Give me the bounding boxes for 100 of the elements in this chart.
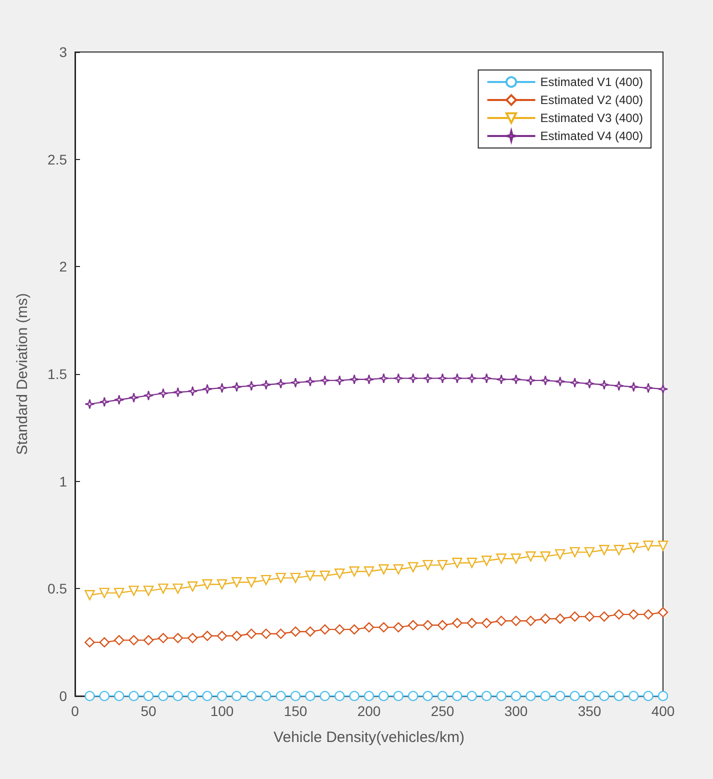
- point: [422, 560, 433, 570]
- point: [216, 630, 228, 641]
- x-tick-label: 0: [71, 703, 80, 719]
- point: [84, 690, 95, 702]
- point: [188, 690, 198, 702]
- point: [510, 374, 522, 384]
- point: [599, 690, 610, 702]
- point: [290, 377, 301, 388]
- point: [452, 373, 462, 384]
- point: [246, 690, 256, 702]
- point: [320, 375, 330, 386]
- point: [114, 690, 124, 702]
- point: [349, 374, 360, 384]
- y-tick-label: 1: [59, 473, 68, 490]
- point: [628, 382, 639, 392]
- point: [305, 690, 316, 702]
- point: [128, 586, 139, 596]
- y-tick-label: 0: [59, 688, 68, 704]
- point: [408, 562, 418, 572]
- point: [555, 614, 566, 624]
- point: [188, 386, 198, 396]
- point: [99, 637, 110, 648]
- point: [290, 690, 301, 702]
- x-tick-label: 250: [430, 703, 454, 719]
- x-tick-label: 100: [210, 703, 234, 719]
- point: [246, 380, 256, 391]
- y-tick-label: 2: [59, 258, 68, 275]
- point: [232, 630, 242, 641]
- point: [202, 384, 212, 394]
- point: [349, 624, 360, 635]
- point: [158, 584, 168, 594]
- point: [408, 690, 418, 702]
- point: [246, 628, 256, 639]
- point: [643, 609, 654, 620]
- point: [614, 380, 624, 391]
- legend-label: Estimated V4 (400): [540, 129, 644, 143]
- point: [128, 392, 139, 403]
- point: [510, 616, 522, 626]
- point: [290, 572, 301, 584]
- point: [526, 375, 536, 386]
- point: [143, 586, 154, 596]
- point: [232, 382, 242, 392]
- point: [364, 622, 374, 632]
- point: [408, 373, 418, 384]
- point: [172, 387, 183, 398]
- x-tick-label: 300: [504, 703, 528, 719]
- point: [290, 626, 301, 637]
- point: [232, 577, 242, 588]
- point: [658, 540, 668, 551]
- point: [84, 590, 95, 600]
- point: [526, 616, 536, 626]
- point: [114, 394, 124, 405]
- point: [143, 690, 154, 702]
- point: [466, 690, 477, 702]
- point: [628, 609, 639, 620]
- point: [114, 635, 124, 646]
- x-axis-title: Vehicle Density(vehicles/km): [274, 729, 464, 746]
- point: [158, 388, 168, 398]
- point: [334, 568, 345, 579]
- point: [482, 556, 492, 566]
- point: [202, 579, 212, 590]
- point: [261, 628, 272, 639]
- point: [276, 378, 286, 389]
- point: [570, 547, 580, 558]
- x-tick-label: 400: [651, 703, 675, 719]
- point: [452, 558, 462, 568]
- point: [628, 690, 639, 702]
- point: [393, 373, 404, 384]
- point: [570, 611, 580, 622]
- point: [658, 690, 668, 702]
- point: [658, 384, 668, 394]
- legend-label: Estimated V2 (400): [540, 93, 644, 107]
- point: [584, 378, 595, 389]
- point: [158, 690, 168, 702]
- point: [570, 690, 580, 702]
- point: [188, 581, 198, 592]
- point: [614, 544, 624, 556]
- point: [496, 616, 506, 626]
- point: [437, 560, 448, 570]
- point: [378, 564, 389, 574]
- point: [188, 632, 198, 644]
- point: [466, 373, 477, 384]
- point: [216, 382, 228, 394]
- point: [305, 626, 316, 637]
- point: [99, 588, 110, 598]
- point: [334, 624, 345, 635]
- point: [232, 690, 242, 702]
- point: [246, 577, 256, 588]
- legend-label: Estimated V1 (400): [540, 75, 644, 89]
- point: [378, 690, 389, 702]
- point: [378, 373, 389, 384]
- point: [555, 690, 566, 702]
- point: [452, 618, 462, 628]
- point: [526, 690, 536, 702]
- point: [128, 690, 139, 702]
- point: [408, 620, 418, 630]
- point: [555, 549, 566, 560]
- point: [496, 374, 506, 384]
- point: [261, 690, 272, 702]
- point: [540, 690, 550, 702]
